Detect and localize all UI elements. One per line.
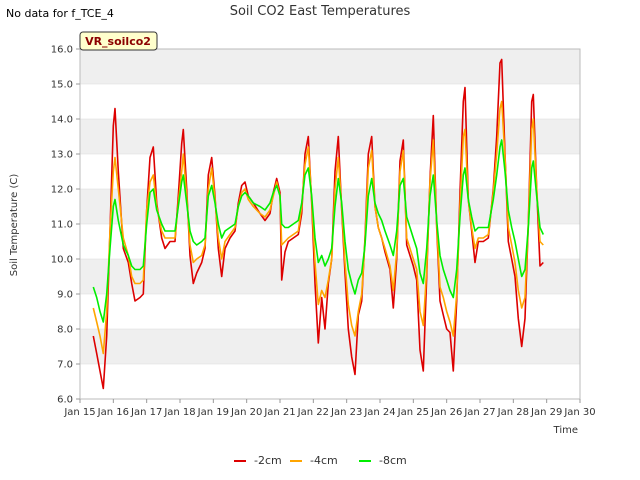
x-tick-label: Jan 26: [430, 407, 462, 418]
y-tick-label: 10.0: [51, 255, 73, 266]
x-tick-label: Jan 15: [63, 407, 95, 418]
y-tick-label: 11.0: [51, 220, 73, 231]
series-group: [92, 58, 545, 390]
y-tick-label: 8.0: [57, 325, 73, 336]
legend-label: -4cm: [310, 454, 338, 467]
y-tick-label: 6.0: [57, 395, 73, 406]
x-tick-label: Jan 24: [363, 407, 395, 418]
x-tick-label: Jan 17: [130, 407, 162, 418]
y-tick-label: 14.0: [51, 115, 73, 126]
legend-label: -8cm: [379, 454, 407, 467]
x-tick-label: Jan 19: [197, 407, 229, 418]
x-tick-label: Jan 27: [463, 407, 495, 418]
x-tick-label: Jan 29: [530, 407, 562, 418]
no-data-notice: No data for f_TCE_4: [6, 7, 114, 20]
plot-bands: [80, 49, 580, 364]
x-tick-label: Jan 25: [397, 407, 429, 418]
y-tick-label: 7.0: [57, 360, 73, 371]
y-tick-label: 16.0: [51, 45, 73, 56]
x-tick-label: Jan 20: [230, 407, 262, 418]
y-tick-label: 15.0: [51, 80, 73, 91]
x-tick-label: Jan 16: [97, 407, 129, 418]
y-tick-label: 12.0: [51, 185, 73, 196]
site-badge: VR_soilco2: [79, 31, 158, 51]
x-tick-label: Jan 28: [497, 407, 529, 418]
x-axis-label: Time: [553, 425, 578, 436]
site-badge-box: [79, 31, 158, 51]
x-tick-label: Jan 30: [563, 407, 595, 418]
plot-band: [80, 189, 580, 224]
x-tick-label: Jan 18: [163, 407, 195, 418]
chart-title: Soil CO2 East Temperatures: [230, 4, 411, 19]
x-tick-label: Jan 21: [263, 407, 295, 418]
x-axis-ticks: Jan 15 Jan 16 Jan 17 Jan 18 Jan 19 Jan 20 Jan …: [63, 399, 596, 418]
x-tick-label: Jan 22: [297, 407, 329, 418]
y-axis-label: Soil Temperature (C): [9, 174, 20, 277]
x-tick-label: Jan 23: [330, 407, 362, 418]
legend-label: -2cm: [254, 454, 282, 467]
legend: -2cm -4cm -8cm: [234, 454, 407, 467]
plot-band: [80, 329, 580, 364]
plot-band: [80, 49, 580, 84]
series-line-8cmcm: [92, 139, 545, 323]
series-line-4cmcm: [92, 100, 544, 355]
y-axis-ticks: 6.0 7.0 8.0 9.0 10.0 11.0 12.0 13.0 14.0 15.0 16.0: [51, 45, 80, 406]
site-badge-label: VR_soilco2: [85, 35, 151, 48]
y-tick-label: 13.0: [51, 150, 73, 161]
y-tick-label: 9.0: [57, 290, 73, 301]
